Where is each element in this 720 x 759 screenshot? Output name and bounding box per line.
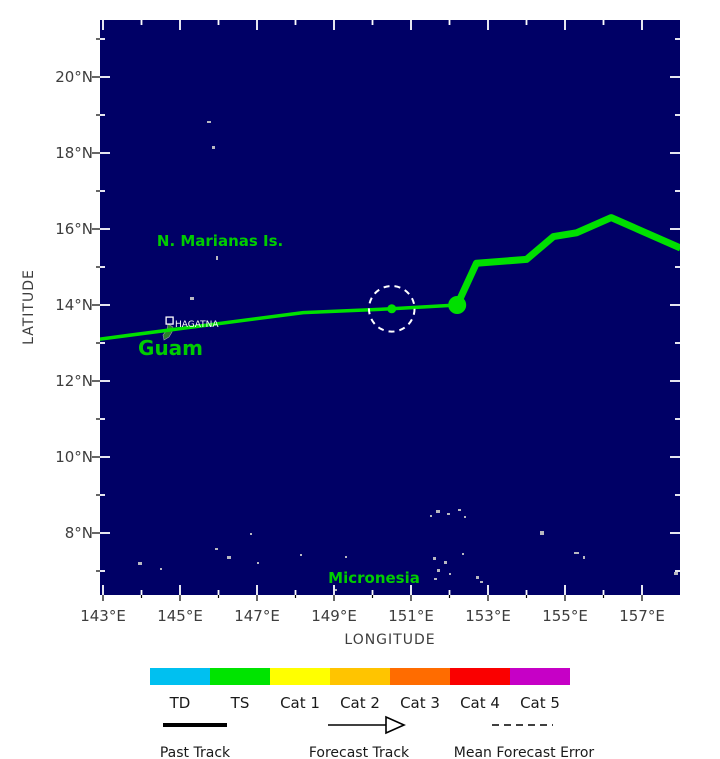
island — [476, 576, 479, 579]
lat-tick-label: 20°N — [55, 68, 93, 86]
island — [583, 556, 585, 559]
place-labels-layer: N. Marianas Is. Guam Micronesia HAGATNA — [138, 232, 420, 587]
axis-tick-labels: 143°E 145°E 147°E 149°E 151°E 153°E 155°E 157°E… — [55, 68, 665, 625]
axis-ticks — [92, 20, 680, 601]
colorbar-segment-cat-1 — [270, 668, 330, 685]
lat-tick-label: 16°N — [55, 220, 93, 238]
island — [444, 561, 447, 564]
lon-tick-label: 157°E — [619, 607, 665, 625]
island — [430, 515, 432, 517]
legend-forecast-arrowhead — [385, 715, 406, 735]
island — [300, 554, 302, 556]
x-axis-title: LONGITUDE — [344, 632, 435, 648]
island — [464, 516, 466, 518]
forecast-error-circle — [367, 285, 416, 333]
track-symbol-legend: Past Track Forecast Track Mean Forecast Er… — [160, 715, 595, 759]
lon-tick-label: 145°E — [157, 607, 203, 625]
lon-tick-label: 143°E — [80, 607, 126, 625]
legend-past-track-label: Past Track — [160, 745, 231, 759]
current-position-dot — [448, 296, 467, 314]
hagatna-city-marker — [165, 316, 174, 325]
colorbar-segment-td — [150, 668, 210, 685]
lat-tick-label: 8°N — [65, 524, 93, 542]
lat-tick-label: 14°N — [55, 296, 93, 314]
forecast-track-line — [100, 303, 458, 341]
island — [216, 256, 218, 260]
place-label-n-marianas: N. Marianas Is. — [157, 232, 283, 250]
intensity-colorbar: TD TS Cat 1 Cat 2 Cat 3 Cat 4 Cat 5 — [150, 668, 570, 712]
colorbar-label: Cat 1 — [280, 694, 320, 712]
lat-tick-label: 12°N — [55, 372, 93, 390]
island — [215, 548, 218, 550]
island — [250, 533, 252, 535]
lon-tick-label: 155°E — [542, 607, 588, 625]
island — [160, 568, 162, 570]
legend-forecast-track-label: Forecast Track — [309, 745, 410, 759]
island — [436, 510, 440, 513]
colorbar-label: Cat 3 — [400, 694, 440, 712]
island — [480, 581, 483, 583]
island — [437, 569, 440, 572]
colorbar-label: Cat 4 — [460, 694, 500, 712]
colorbar-segment-cat-2 — [330, 668, 390, 685]
island — [335, 589, 337, 591]
island — [190, 297, 194, 300]
lon-tick-label: 147°E — [234, 607, 280, 625]
place-label-micronesia: Micronesia — [328, 569, 420, 587]
island — [574, 552, 579, 554]
lat-tick-label: 18°N — [55, 144, 93, 162]
colorbar-label: Cat 5 — [520, 694, 560, 712]
colorbar-label: TD — [169, 694, 191, 712]
colorbar-segment-cat-5 — [510, 668, 570, 685]
island — [458, 509, 461, 511]
island — [674, 572, 678, 575]
lat-tick-label: 10°N — [55, 448, 93, 466]
past-track-line — [454, 214, 680, 307]
colorbar-label: Cat 2 — [340, 694, 380, 712]
y-axis-title: LATITUDE — [21, 269, 37, 345]
island — [433, 557, 436, 560]
island — [449, 573, 451, 575]
island — [227, 556, 231, 559]
islands-layer — [138, 121, 678, 591]
lon-tick-label: 153°E — [465, 607, 511, 625]
place-label-guam: Guam — [138, 336, 203, 360]
island — [462, 553, 464, 555]
island — [345, 556, 347, 558]
island — [434, 578, 437, 580]
lon-tick-label: 151°E — [388, 607, 434, 625]
lon-tick-label: 149°E — [311, 607, 357, 625]
island — [138, 562, 142, 565]
legend-mean-error-label: Mean Forecast Error — [454, 745, 595, 759]
island — [207, 121, 211, 123]
forecast-position-dot — [387, 304, 397, 314]
island — [257, 562, 259, 564]
island — [447, 513, 450, 515]
place-label-hagatna: HAGATNA — [175, 320, 219, 330]
island — [212, 146, 215, 149]
colorbar-segment-ts — [210, 668, 270, 685]
colorbar-label: TS — [230, 694, 250, 712]
storm-track-layer — [100, 214, 680, 341]
island — [540, 531, 544, 535]
colorbar-segment-cat-4 — [450, 668, 510, 685]
colorbar-segment-cat-3 — [390, 668, 450, 685]
